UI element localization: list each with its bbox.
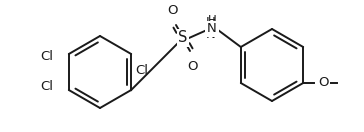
Text: H
N: H N [206, 15, 216, 41]
Text: Cl: Cl [40, 79, 53, 93]
Text: O: O [168, 4, 178, 16]
Text: S: S [178, 30, 188, 46]
Text: O: O [188, 60, 198, 72]
Text: O: O [318, 77, 329, 89]
Text: H: H [207, 15, 216, 27]
Text: N: N [207, 22, 217, 36]
Text: Cl: Cl [135, 64, 148, 77]
Text: Cl: Cl [40, 50, 53, 62]
